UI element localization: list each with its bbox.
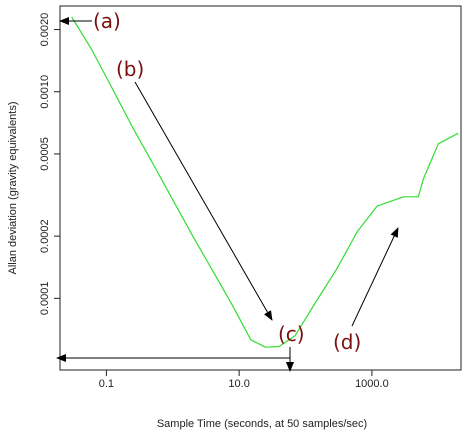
x-tick-label: 1000.0: [355, 378, 389, 390]
y-axis-ticks: 0.0001 0.0002 0.0005 0.0010 0.0020: [39, 13, 60, 315]
series-layer: [71, 16, 459, 348]
x-tick-label: 10.0: [228, 378, 249, 390]
y-tick-label: 0.0002: [39, 219, 51, 253]
annotation-c: (c): [278, 322, 305, 346]
arrow-d: [351, 227, 399, 327]
annotation-arrows: [56, 17, 399, 372]
y-tick-label: 0.0020: [39, 13, 51, 47]
y-tick-label: 0.0001: [39, 282, 51, 316]
annotation-d: (d): [333, 330, 361, 354]
annotation-b: (b): [116, 57, 144, 81]
series-line: [71, 16, 459, 348]
plot-frame: [59, 5, 462, 371]
arrow-b: [134, 81, 273, 321]
y-axis-title: Allan deviation (gravity equivalents): [7, 101, 19, 274]
x-tick-label: 0.1: [99, 378, 114, 390]
x-axis-ticks: 0.1 10.0 1000.0: [99, 370, 389, 390]
y-tick-label: 0.0010: [39, 75, 51, 109]
annotation-a: (a): [93, 9, 121, 33]
x-axis-title: Sample Time (seconds, at 50 samples/sec): [157, 418, 367, 430]
y-tick-label: 0.0005: [39, 137, 51, 171]
